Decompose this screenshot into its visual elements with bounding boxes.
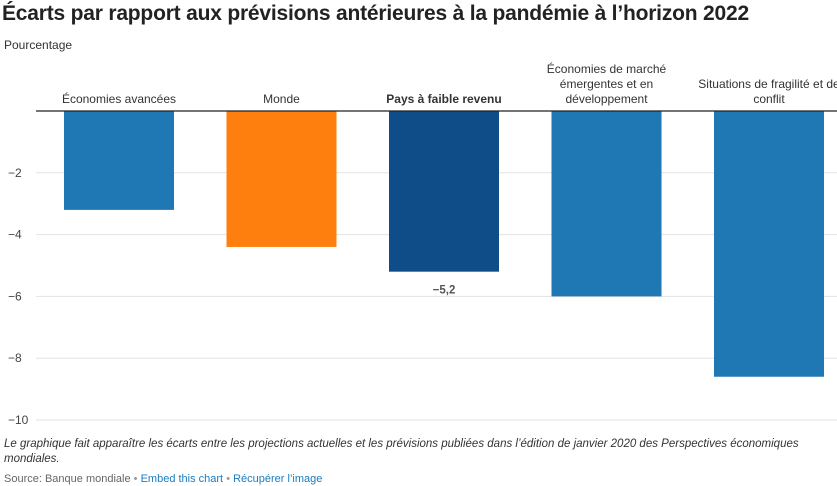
category-label: développement (565, 92, 648, 106)
y-tick-label: −6 (8, 289, 22, 303)
embed-chart-link[interactable]: Embed this chart (140, 473, 224, 485)
footer-separator: • (226, 473, 231, 485)
category-label: Économies avancées (62, 91, 176, 106)
y-tick-label: −10 (8, 413, 29, 427)
y-tick-label: −8 (8, 351, 22, 365)
y-tick-label: −4 (8, 228, 22, 242)
bar (226, 111, 337, 247)
chart-footer: Source: Banque mondiale • Embed this cha… (4, 473, 322, 485)
source-text: Source: Banque mondiale (4, 473, 131, 485)
category-label: Monde (263, 92, 300, 106)
category-label: Situations de fragilité et de (698, 77, 837, 91)
chart-subtitle: Pourcentage (4, 38, 73, 52)
footer-separator: • (133, 473, 138, 485)
bar-chart: −2 −4 −6 −8 −10 Économies avancées Monde −5,2 Pa… (8, 61, 837, 427)
category-label: Économies de marché (547, 61, 667, 76)
download-image-link[interactable]: Récupérer l’image (233, 473, 323, 485)
category-label: Pays à faible revenu (386, 92, 501, 106)
chart-note: Le graphique fait apparaître les écarts … (4, 438, 799, 465)
bar (551, 111, 662, 297)
bar (714, 111, 824, 377)
category-label: émergentes et en (560, 77, 653, 91)
y-tick-label: −2 (8, 166, 22, 180)
bar (389, 111, 499, 272)
bar (64, 111, 174, 210)
chart-title: Écarts par rapport aux prévisions antéri… (2, 2, 749, 25)
category-label: conflit (753, 92, 785, 106)
data-label: −5,2 (433, 285, 456, 297)
